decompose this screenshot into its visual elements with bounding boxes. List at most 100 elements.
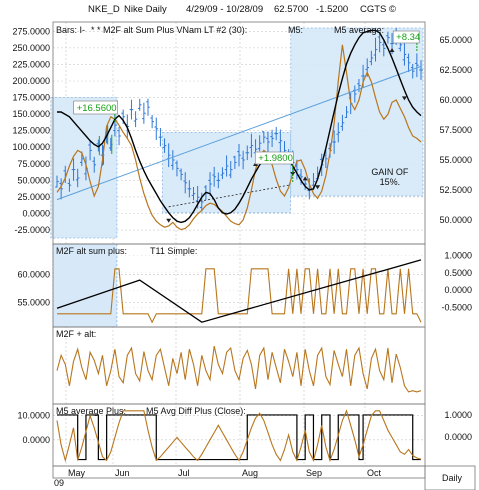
price-bar	[241, 150, 245, 170]
price-bar	[340, 114, 345, 131]
price-bar	[67, 178, 72, 192]
price-bar	[274, 127, 279, 141]
price-bar	[270, 129, 274, 147]
right-axis-tick: 62.5000	[439, 65, 472, 75]
price-bar	[129, 99, 134, 120]
left-axis-tick: -25.0000	[14, 225, 50, 235]
price-bar	[373, 37, 378, 62]
legend-m5-average: M5 average:	[334, 25, 384, 35]
price-bar	[199, 192, 204, 212]
m5-line	[57, 29, 422, 224]
left-axis-tick: 55.0000	[17, 298, 50, 308]
gain-label-box	[73, 100, 118, 115]
m5-average-plus-line	[56, 409, 422, 463]
price-bar	[299, 168, 303, 185]
x-axis-year: 09	[54, 478, 64, 488]
m5-avg-diff-plus-line	[57, 414, 421, 461]
price-bar	[137, 98, 142, 111]
gain-label-text: +8.34	[396, 32, 420, 43]
left-axis-tick: 10.0000	[17, 411, 50, 421]
right-axis-tick: 0.0000	[444, 432, 472, 442]
price-bar	[344, 106, 349, 118]
trend-line	[168, 184, 289, 208]
left-axis-tick: 25.0000	[17, 192, 50, 202]
price-bar	[71, 158, 76, 181]
legend-m5-average-plus: M5 average Plus:	[56, 406, 126, 416]
price-bar	[220, 167, 225, 180]
x-axis-label-oct: Oct	[367, 468, 382, 478]
period-box	[424, 465, 476, 490]
right-axis-tick: 50.0000	[439, 215, 472, 225]
right-axis-tick: 52.5000	[439, 185, 472, 195]
m2f-alt-line	[56, 345, 422, 393]
price-bar	[357, 79, 361, 93]
m5-average-line	[56, 44, 422, 231]
left-axis-tick: 250.0000	[12, 43, 50, 53]
period-label: Daily	[442, 473, 463, 483]
left-axis-tick: 150.0000	[12, 109, 50, 119]
price-bar	[224, 155, 229, 177]
price-bar	[88, 140, 92, 161]
left-axis-tick: 275.0000	[12, 26, 50, 36]
gain-label-3: +8.34	[392, 30, 420, 44]
legend-t11-simple: T11 Simple:	[150, 246, 197, 256]
price-bar	[191, 187, 196, 201]
price-bar	[92, 156, 97, 173]
trade-zone	[50, 97, 118, 239]
left-axis-tick: 0.0000	[22, 208, 50, 218]
right-axis-tick: 55.0000	[439, 155, 472, 165]
price-bar	[228, 161, 233, 179]
panel-frame	[52, 326, 426, 405]
price-bar	[332, 130, 336, 154]
trade-marker	[315, 185, 321, 190]
x-axis-label-jun: Jun	[115, 468, 130, 478]
price-bar	[410, 63, 415, 79]
price-bar	[146, 98, 150, 116]
regression-line	[56, 65, 422, 201]
right-axis-tick: -0.5000	[441, 303, 472, 313]
left-axis-tick: 175.0000	[12, 93, 50, 103]
price-bar	[208, 172, 212, 196]
legend-m2f-alt-sum-plus: M2F alt sum plus:	[56, 246, 127, 256]
header-last-price: 62.5700	[274, 4, 308, 15]
right-axis-tick: 57.5000	[439, 125, 472, 135]
gain-percent-label: 15%.	[380, 177, 401, 187]
trade-zone	[290, 27, 424, 197]
price-bar	[419, 60, 423, 80]
price-bar	[278, 129, 283, 153]
price-bar	[154, 117, 159, 141]
left-axis-tick: 100.0000	[12, 142, 50, 152]
panel-frames	[52, 21, 476, 490]
price-bar	[249, 133, 254, 158]
gain-label-box	[392, 30, 420, 44]
price-bar	[162, 138, 167, 153]
price-bar	[237, 143, 241, 167]
left-axis-tick: 225.0000	[12, 59, 50, 69]
price-bar	[158, 127, 163, 147]
price-bar	[175, 160, 179, 177]
price-bar	[187, 180, 192, 198]
price-bar	[55, 175, 59, 188]
price-bar	[402, 43, 407, 66]
gain-label-text: +1.9800	[258, 153, 293, 164]
right-axis-tick: 1.0000	[444, 410, 472, 420]
trade-marker	[166, 218, 172, 223]
right-axis-tick: 0.0000	[444, 285, 472, 295]
price-bar	[59, 178, 63, 200]
price-bar	[415, 53, 419, 78]
price-bar	[336, 122, 341, 143]
price-bar	[212, 166, 216, 187]
price-bar	[216, 172, 221, 189]
legend-bars: Bars: I-	[56, 25, 85, 35]
left-axis-tick: 125.0000	[12, 126, 50, 136]
price-bar	[179, 168, 183, 181]
header-title: Nike Daily	[124, 4, 167, 15]
price-bar	[171, 150, 175, 170]
gain-label-1: +16.5600	[73, 100, 118, 115]
price-bar	[266, 131, 270, 153]
legend-m5-avg-diff-plus: M5 Avg Diff Plus (Close):	[146, 406, 246, 416]
price-bar	[257, 135, 262, 152]
price-bar	[117, 126, 121, 146]
x-axis-label-sep: Sep	[306, 468, 322, 478]
